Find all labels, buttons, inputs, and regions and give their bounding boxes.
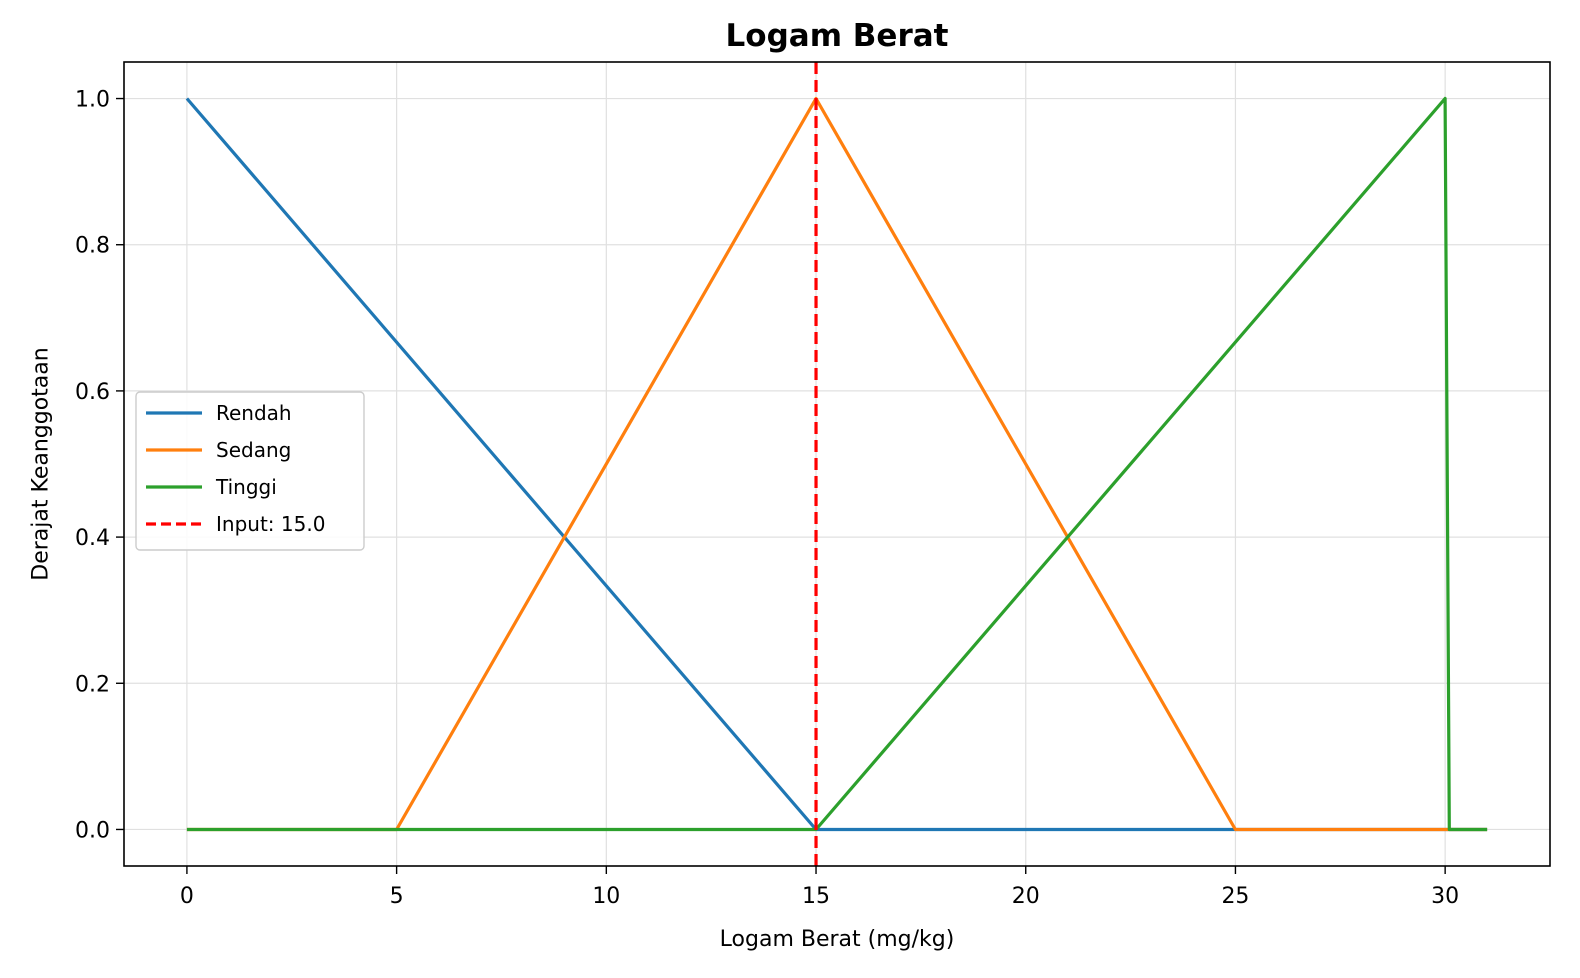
x-tick-label: 5 — [390, 884, 404, 909]
x-tick-label: 0 — [180, 884, 194, 909]
x-tick-label: 10 — [592, 884, 620, 909]
series-line-rendah — [185, 97, 1488, 832]
x-tick-label: 25 — [1221, 884, 1249, 909]
y-tick-label: 0.2 — [75, 672, 110, 697]
legend-label: Input: 15.0 — [216, 512, 325, 536]
y-axis-title: Derajat Keanggotaan — [29, 347, 54, 580]
y-tick-label: 0.6 — [75, 380, 110, 405]
legend-label: Sedang — [216, 438, 291, 462]
series-line-tinggi — [186, 96, 1488, 832]
series-line-sedang — [186, 96, 1488, 832]
plot-area-frame — [123, 61, 1551, 867]
y-tick-label: 0.0 — [75, 818, 110, 843]
y-tick-label: 0.8 — [75, 234, 110, 259]
legend: Rendah Sedang Tinggi Input: 15.0 — [135, 391, 365, 551]
y-tick-label: 0.4 — [75, 526, 110, 551]
legend-box — [135, 391, 365, 551]
x-tick-label: 30 — [1431, 884, 1459, 909]
series-layer — [185, 62, 1488, 866]
tick-layer: 0 5 10 15 20 25 30 0.0 0.2 0.4 0.6 0.8 1.0 — [75, 88, 1459, 909]
x-tick-label: 15 — [802, 884, 830, 909]
y-tick-label: 1.0 — [75, 88, 110, 113]
x-axis-title: Logam Berat (mg/kg) — [720, 927, 955, 952]
legend-label: Rendah — [216, 401, 292, 425]
legend-label: Tinggi — [215, 475, 277, 499]
x-tick-label: 20 — [1012, 884, 1040, 909]
chart-title: Logam Berat — [726, 18, 949, 54]
